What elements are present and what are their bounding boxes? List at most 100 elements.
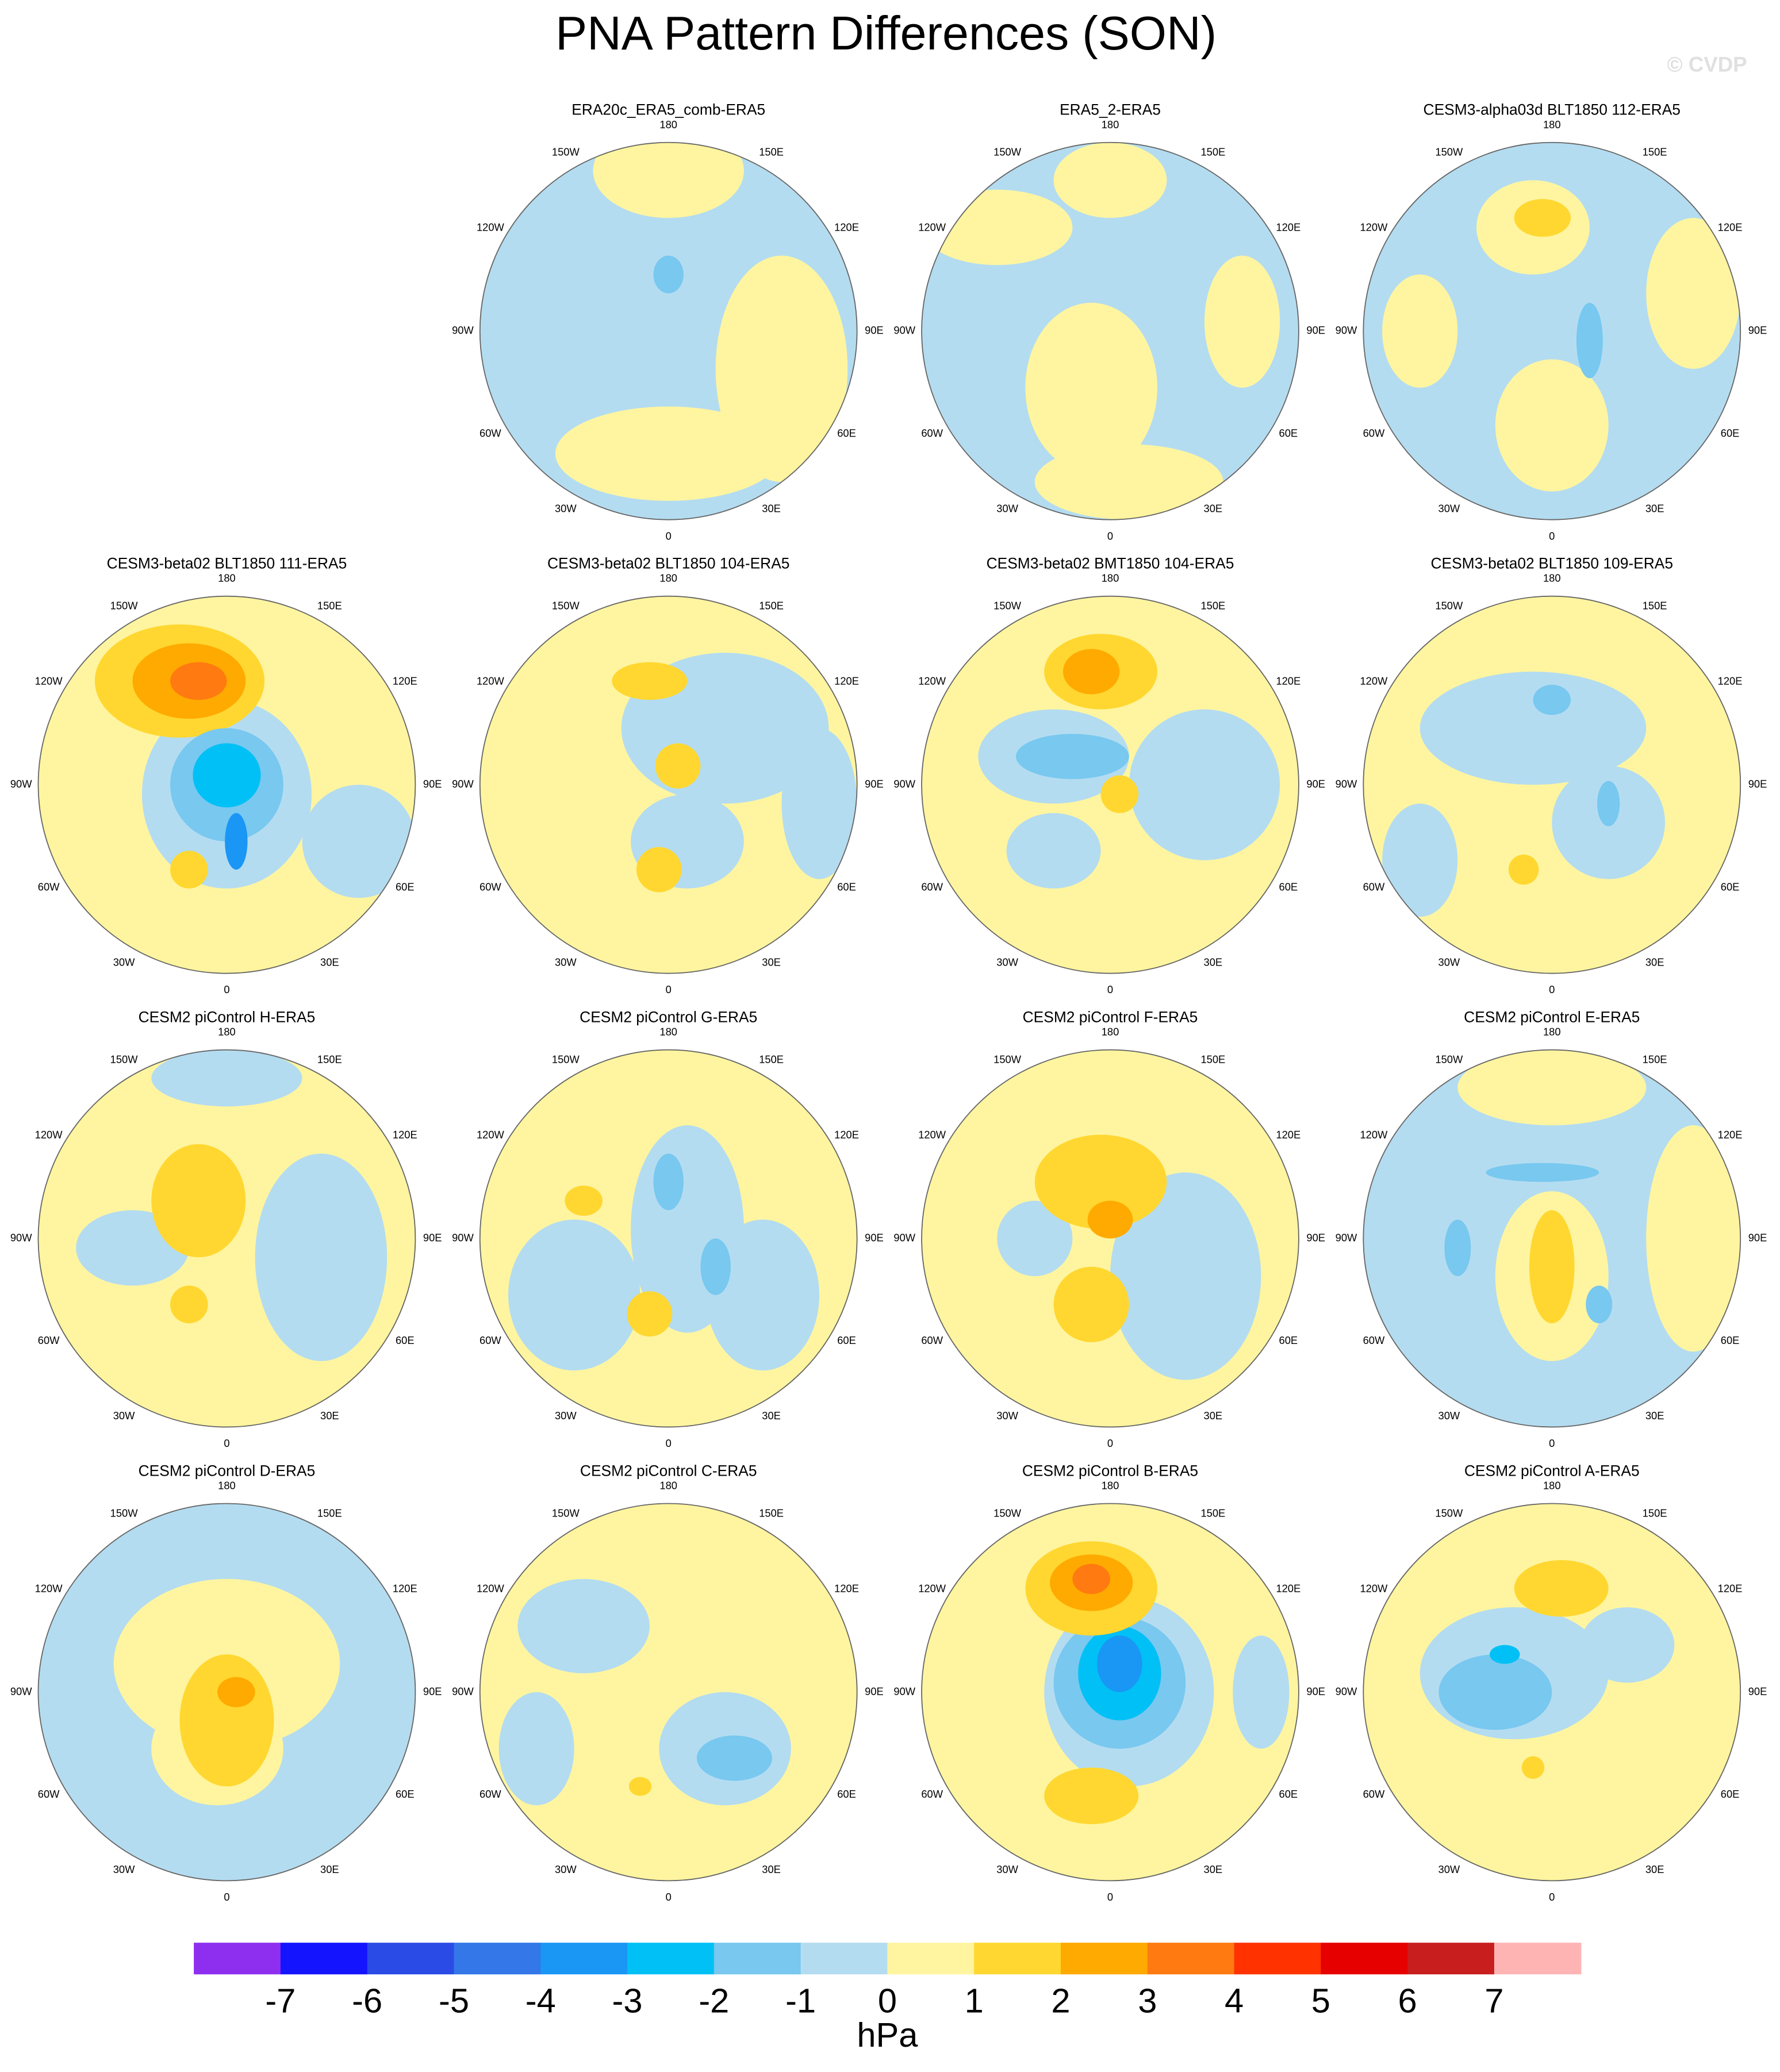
map-border — [37, 1049, 416, 1428]
longitude-label: 120E — [1276, 1582, 1301, 1594]
field — [1363, 142, 1741, 520]
longitude-label: 180 — [218, 572, 236, 584]
field-contour — [628, 1777, 652, 1796]
longitude-label: 150E — [317, 1507, 342, 1519]
longitude-label: 120E — [1276, 1128, 1301, 1140]
longitude-label: 120E — [393, 1582, 417, 1594]
longitude-label: 60E — [396, 880, 415, 893]
colorbar-box — [1234, 1943, 1322, 1975]
field-contour — [1034, 1135, 1167, 1230]
longitude-label: 150W — [110, 1054, 139, 1066]
longitude-label: 120E — [834, 221, 859, 233]
longitude-label: 30W — [113, 1863, 135, 1875]
colorbar-box — [887, 1943, 975, 1975]
longitude-label: 30W — [996, 1410, 1018, 1422]
longitude-label: 90W — [452, 1231, 474, 1243]
field-contour — [508, 1219, 640, 1371]
longitude-label: 60W — [1363, 1788, 1385, 1800]
field-contour — [1110, 1172, 1261, 1380]
panel-title: CESM2 piControl G-ERA5 — [580, 1009, 757, 1026]
longitude-label: 30W — [555, 502, 577, 514]
longitude-label: 30E — [1204, 956, 1223, 968]
longitude-label: 120W — [918, 675, 946, 687]
field-contour — [1597, 781, 1620, 826]
longitude-label: 150W — [552, 146, 580, 158]
longitude-label: 150E — [1200, 1054, 1225, 1066]
longitude-label: 60W — [479, 1788, 501, 1800]
longitude-label: 60E — [837, 427, 856, 439]
longitude-label: 60W — [38, 880, 60, 893]
field-contour — [1072, 1564, 1110, 1594]
longitude-label: 150E — [759, 600, 784, 612]
longitude-label: 60W — [921, 427, 943, 439]
longitude-label: 120W — [477, 1582, 505, 1594]
field-contour — [627, 1291, 673, 1337]
colorbar-box — [800, 1943, 888, 1975]
field — [479, 596, 857, 974]
longitude-label: 0 — [1549, 1891, 1555, 1903]
longitude-label: 90E — [865, 778, 884, 790]
field-contour — [1576, 302, 1603, 378]
panel-title: CESM2 piControl A-ERA5 — [1464, 1462, 1640, 1479]
longitude-label: 0 — [1549, 983, 1555, 995]
colorbar-box — [1147, 1943, 1235, 1975]
field-contour — [1025, 302, 1157, 473]
longitude-label: 30W — [113, 1410, 135, 1422]
colorbar-box — [194, 1943, 281, 1975]
longitude-label: 120E — [834, 1128, 859, 1140]
field-contour — [1100, 775, 1139, 813]
field-contour — [1490, 1645, 1520, 1664]
longitude-label: 90W — [1336, 324, 1357, 336]
longitude-label: 180 — [659, 572, 677, 584]
colorbar-label: 1 — [965, 1981, 984, 2020]
longitude-label: 150W — [993, 600, 1022, 612]
field — [1363, 596, 1741, 974]
longitude-label: 90E — [1306, 1231, 1325, 1243]
field-contour — [1016, 734, 1129, 779]
longitude-label: 180 — [1102, 572, 1119, 584]
longitude-label: 150E — [317, 600, 342, 612]
longitude-label: 30E — [762, 1410, 781, 1422]
longitude-label: 150E — [759, 1507, 784, 1519]
map-border — [921, 1049, 1299, 1428]
field-contour — [655, 743, 701, 789]
longitude-label: 150E — [1643, 600, 1667, 612]
field-contour — [636, 847, 682, 893]
field-contour — [593, 142, 744, 218]
longitude-label: 30W — [1438, 1863, 1460, 1875]
longitude-label: 90W — [10, 1685, 32, 1697]
longitude-label: 30E — [320, 956, 339, 968]
field — [38, 1503, 416, 1881]
longitude-label: 90E — [423, 1685, 442, 1697]
longitude-label: 150E — [1200, 1507, 1225, 1519]
longitude-label: 60E — [1721, 1334, 1740, 1346]
longitude-label: 120W — [477, 221, 505, 233]
longitude-label: 150W — [1435, 600, 1463, 612]
field-contour — [1053, 1266, 1129, 1342]
field — [38, 596, 416, 974]
colorbar-box — [1321, 1943, 1408, 1975]
longitude-label: 90E — [865, 324, 884, 336]
panel-title: CESM2 piControl B-ERA5 — [1022, 1462, 1198, 1479]
field — [479, 142, 857, 520]
map-border — [37, 1503, 416, 1882]
longitude-label: 90W — [1336, 1231, 1357, 1243]
field — [922, 1050, 1299, 1427]
field-contour — [1521, 1756, 1545, 1779]
panel-title: CESM2 piControl C-ERA5 — [580, 1462, 757, 1479]
field-contour — [1457, 1050, 1647, 1125]
field-contour — [565, 1185, 603, 1216]
longitude-label: 60W — [1363, 880, 1385, 893]
field-contour — [1006, 813, 1101, 888]
longitude-label: 30W — [555, 1410, 577, 1422]
longitude-label: 120W — [477, 1128, 505, 1140]
longitude-label: 90W — [10, 1231, 32, 1243]
